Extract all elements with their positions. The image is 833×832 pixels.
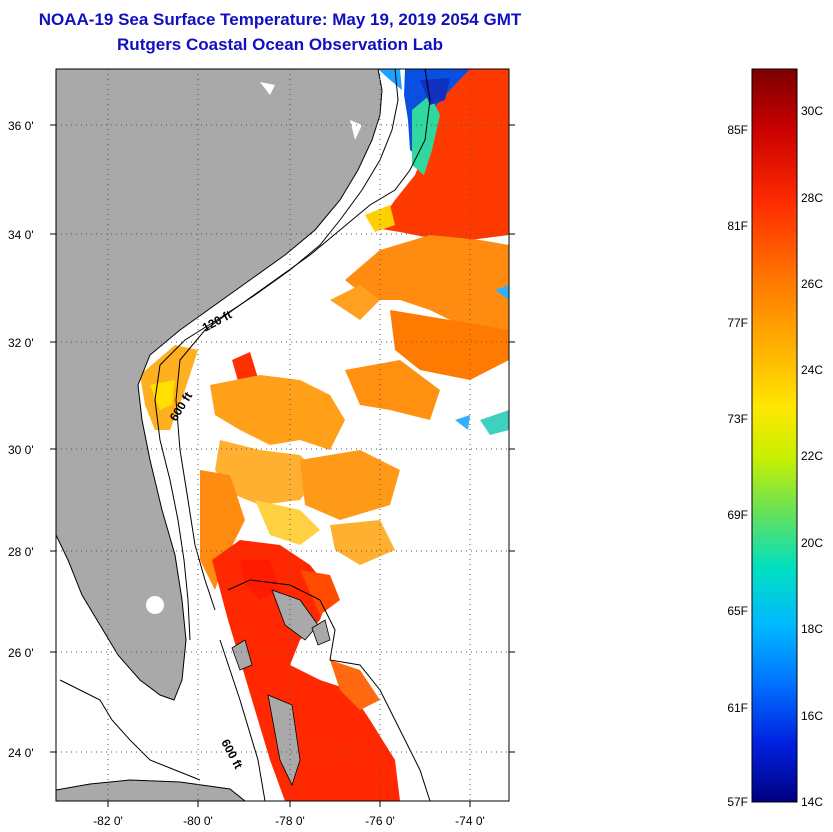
colorbar-f-61: 61F xyxy=(727,701,748,715)
lon-label-82: -82 0' xyxy=(93,814,123,828)
land-layer xyxy=(56,69,383,801)
colorbar-c-26: 26C xyxy=(801,277,824,291)
map-title: NOAA-19 Sea Surface Temperature: May 19,… xyxy=(38,10,522,29)
colorbar-f-85: 85F xyxy=(727,123,748,137)
colorbar-c-30: 30C xyxy=(801,104,824,118)
lat-label-30: 30 0' xyxy=(8,443,34,457)
colorbar-f-69: 69F xyxy=(727,508,748,522)
colorbar-c-24: 24C xyxy=(801,363,824,377)
lon-label-80: -80 0' xyxy=(183,814,213,828)
colorbar-c-28: 28C xyxy=(801,191,824,205)
map-frame xyxy=(55,68,510,802)
colorbar-c-18: 18C xyxy=(801,622,824,636)
colorbar-f-81: 81F xyxy=(727,219,748,233)
sst-data-layer xyxy=(140,69,509,801)
lon-label-74: -74 0' xyxy=(455,814,485,828)
colorbar-c-22: 22C xyxy=(801,449,824,463)
lat-label-28: 28 0' xyxy=(8,545,34,559)
axis-ticks xyxy=(50,124,515,807)
colorbar-c-16: 16C xyxy=(801,709,824,723)
colorbar-f-65: 65F xyxy=(727,604,748,618)
lat-label-26: 26 0' xyxy=(8,646,34,660)
colorbar-c-14: 14C xyxy=(801,795,824,809)
lon-label-76: -76 0' xyxy=(365,814,395,828)
lat-label-36: 36 0' xyxy=(8,119,34,133)
colorbar-f-57: 57F xyxy=(727,795,748,809)
lat-label-34: 34 0' xyxy=(8,228,34,242)
map-subtitle: Rutgers Coastal Ocean Observation Lab xyxy=(117,35,443,54)
colorbar-f-73: 73F xyxy=(727,412,748,426)
colorbar-c-20: 20C xyxy=(801,536,824,550)
graticule xyxy=(56,69,509,801)
lat-label-32: 32 0' xyxy=(8,336,34,350)
temperature-colorbar xyxy=(751,68,798,803)
lat-label-24: 24 0' xyxy=(8,746,34,760)
colorbar-f-77: 77F xyxy=(727,316,748,330)
lon-label-78: -78 0' xyxy=(275,814,305,828)
